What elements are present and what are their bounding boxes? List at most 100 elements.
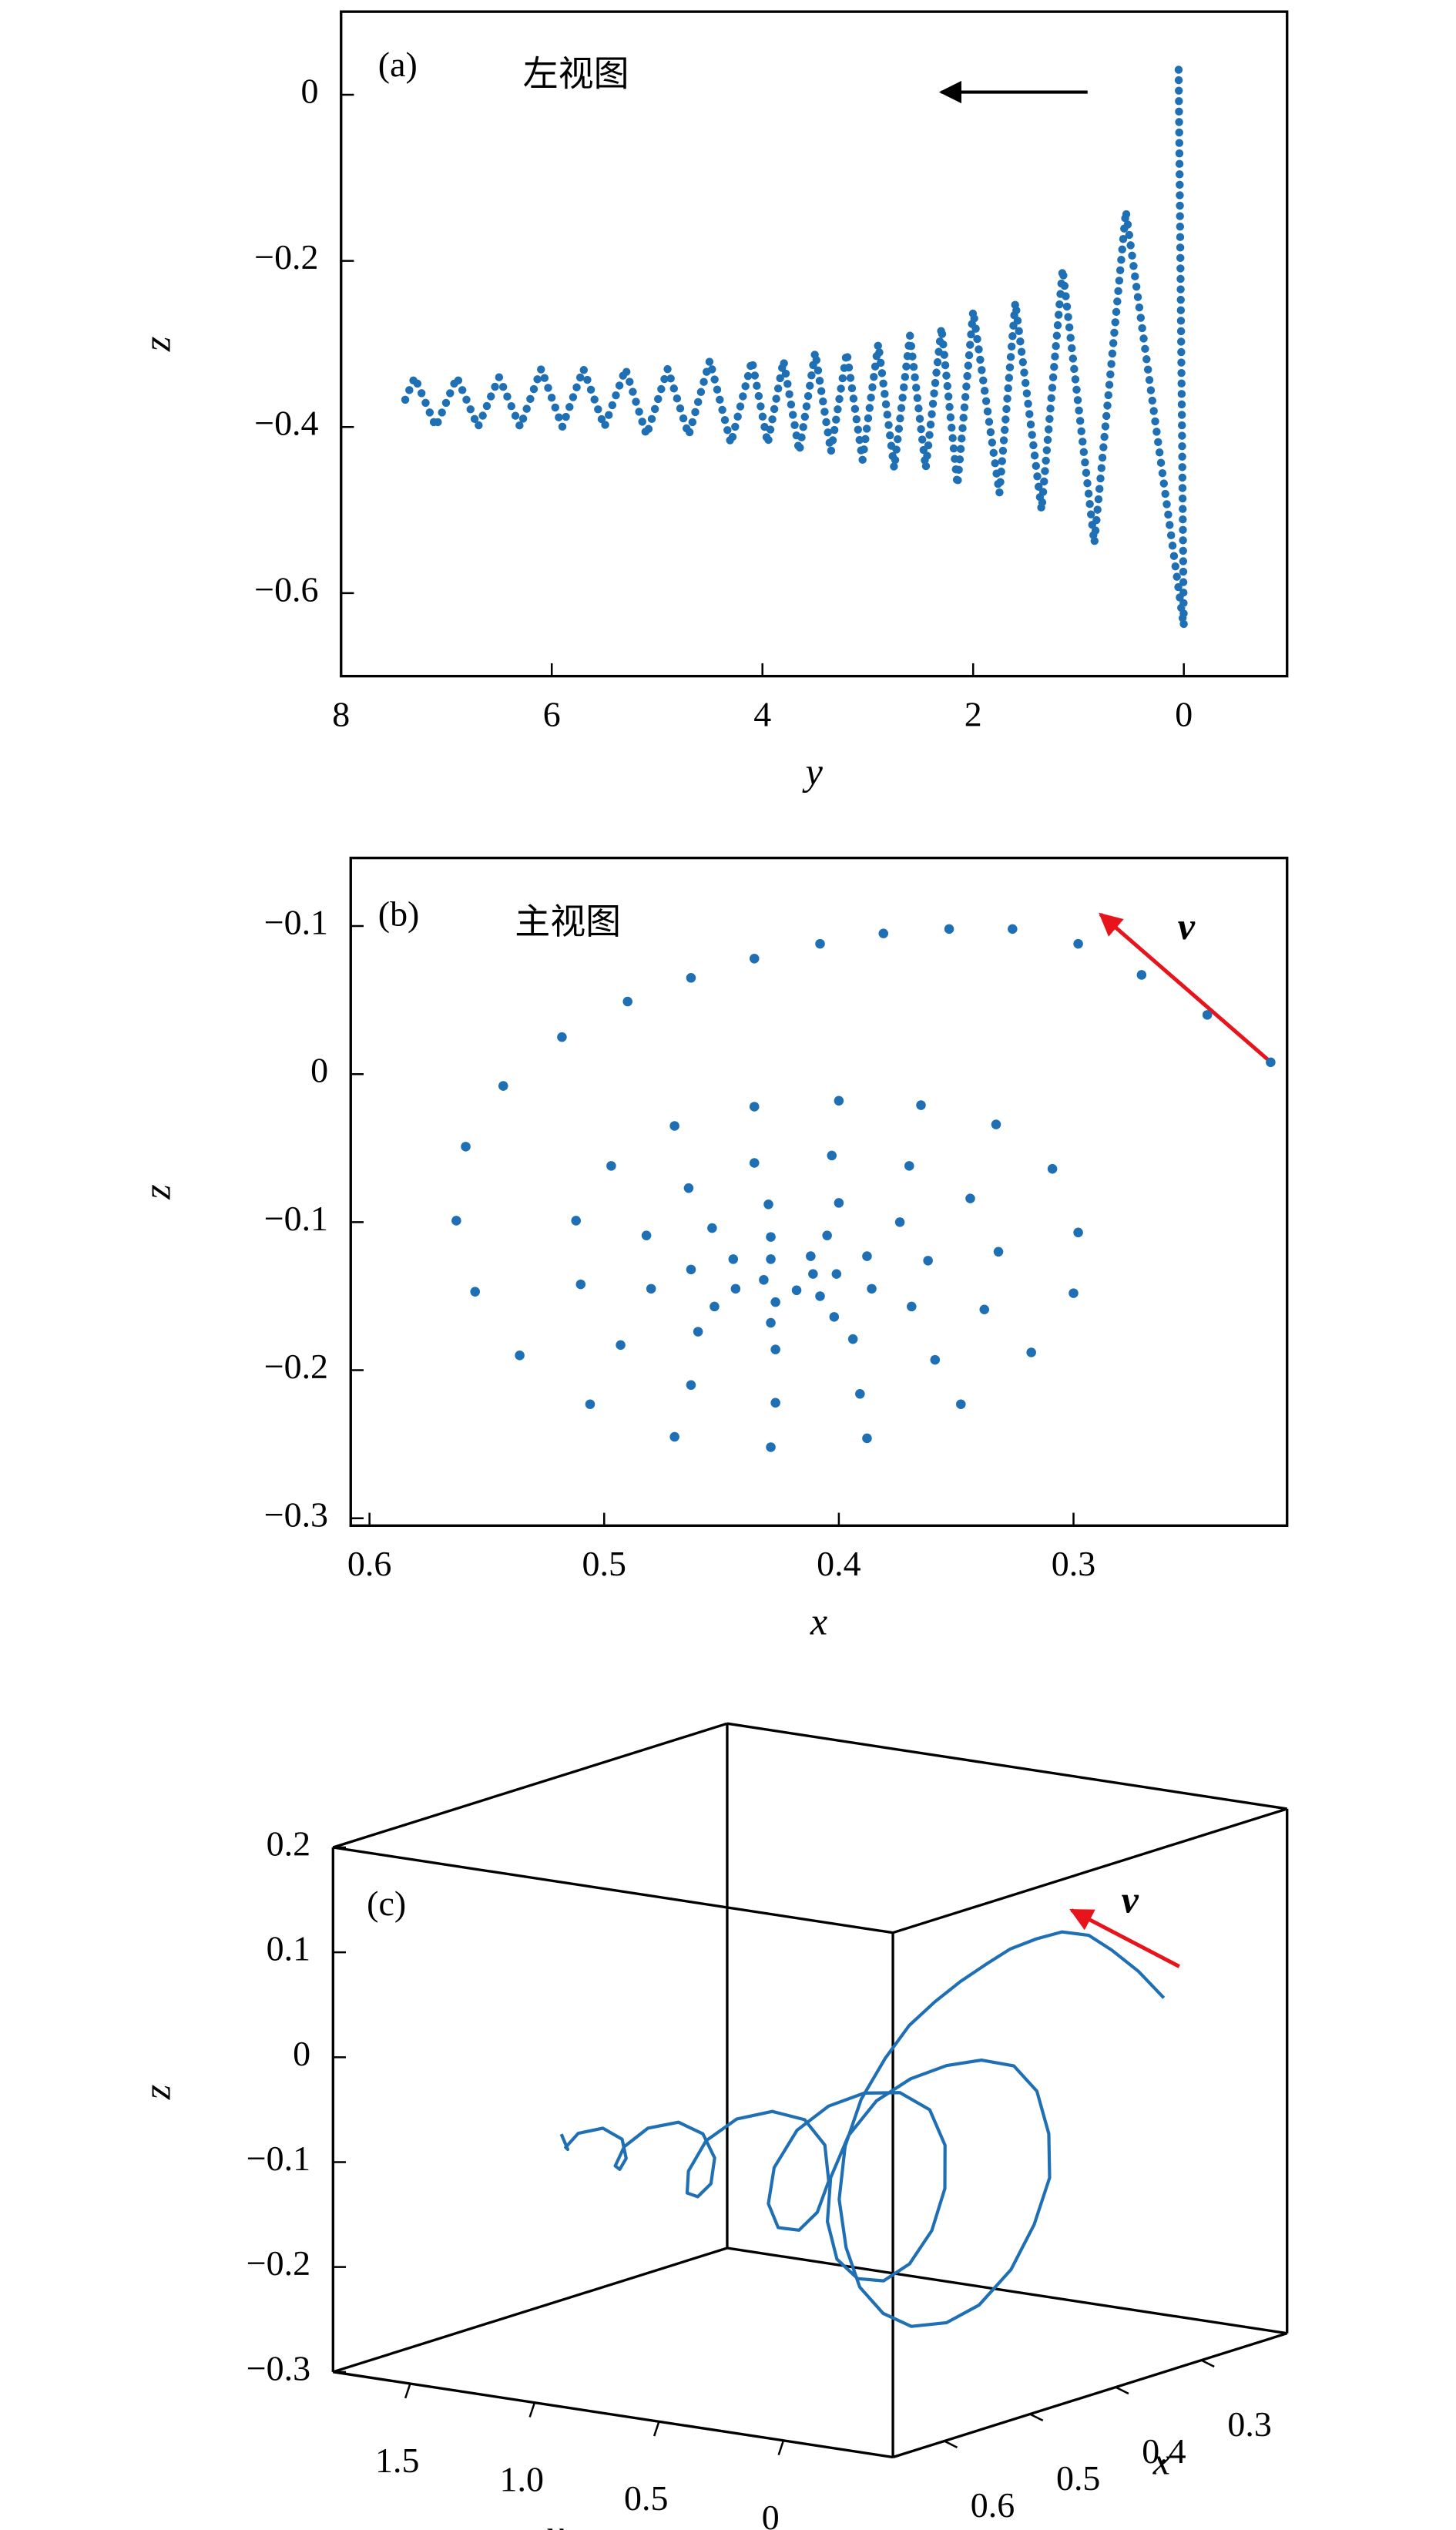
z-tick-label: 0.2: [267, 1824, 310, 1864]
point: [806, 1251, 816, 1261]
x-tick-label: 2: [965, 694, 982, 733]
box-edge: [726, 1722, 1287, 1810]
trajectory: [400, 65, 1188, 631]
y-tick-label: −0.4: [254, 404, 318, 443]
point: [907, 1301, 917, 1312]
point: [669, 1121, 679, 1131]
point: [766, 1254, 776, 1264]
point: [749, 1102, 760, 1112]
z-tick-label: −0.1: [247, 2139, 310, 2178]
point: [575, 1279, 586, 1290]
point: [622, 996, 632, 1007]
point: [759, 1275, 769, 1285]
point: [461, 1142, 471, 1152]
point: [916, 1100, 926, 1110]
point: [834, 1198, 844, 1208]
point: [669, 1431, 679, 1442]
plot-frame: [340, 10, 1289, 678]
box-edge: [332, 1722, 728, 1849]
point: [815, 1291, 825, 1301]
point: [770, 1344, 780, 1354]
point: [1047, 1163, 1058, 1174]
point: [815, 938, 825, 949]
point: [1008, 924, 1018, 934]
point: [606, 1161, 616, 1171]
y-tick: [653, 2421, 660, 2437]
y-axis-label: z: [135, 337, 178, 353]
x-axis-label: x: [1152, 2439, 1170, 2482]
point: [451, 1216, 461, 1226]
point: [822, 1230, 832, 1240]
x-tick-label: 0.3: [1052, 1544, 1095, 1583]
point: [515, 1351, 525, 1361]
point: [763, 1200, 773, 1210]
point: [923, 1256, 933, 1266]
x-tick-label: 0.6: [971, 2485, 1015, 2525]
y-axis-label: z: [135, 1184, 178, 1200]
y-tick-label: −0.1: [264, 903, 328, 942]
point: [498, 1081, 508, 1091]
point: [616, 1340, 626, 1351]
point: [829, 1312, 840, 1322]
x-tick: [1029, 2413, 1044, 2422]
point: [571, 1216, 581, 1226]
box-edge: [892, 2332, 1288, 2459]
y-tick-label: −0.3: [264, 1495, 328, 1534]
x-tick-label: 0.3: [1227, 2404, 1271, 2444]
point: [831, 1269, 842, 1279]
y-tick-label: 0.5: [624, 2478, 668, 2518]
point: [894, 1217, 905, 1227]
y-tick: [404, 2383, 411, 2399]
y-tick: [777, 2440, 785, 2456]
point: [585, 1399, 595, 1410]
x-tick: [1200, 2359, 1215, 2368]
point: [646, 1283, 656, 1294]
trajectory-3d: [559, 1930, 1166, 2328]
point: [862, 1251, 872, 1261]
x-tick-label: 0.6: [347, 1544, 391, 1583]
point: [979, 1304, 990, 1315]
annotation: (a): [378, 45, 418, 84]
point: [847, 1334, 858, 1344]
x-tick-label: 0.4: [817, 1544, 861, 1583]
point: [710, 1301, 720, 1312]
box-edge: [333, 2371, 894, 2459]
point: [686, 973, 696, 983]
annotation: 左视图: [523, 54, 629, 93]
y-tick-label: −0.2: [254, 237, 318, 277]
y-tick-label: 0: [762, 2498, 780, 2530]
point: [470, 1287, 480, 1297]
point: [1266, 1057, 1276, 1068]
y-tick-label: 0: [301, 71, 319, 110]
box-edge: [332, 2246, 728, 2374]
point: [766, 1442, 776, 1452]
point: [808, 1269, 818, 1279]
point: [749, 954, 760, 964]
annotation: v: [1122, 1878, 1139, 1921]
x-tick-label: 0.5: [1056, 2458, 1100, 2498]
point: [693, 1327, 703, 1337]
x-tick: [1115, 2386, 1129, 2395]
point: [867, 1283, 877, 1294]
x-tick-label: 0.4: [1142, 2431, 1186, 2471]
z-tick-label: −0.2: [247, 2243, 310, 2283]
point: [930, 1354, 941, 1365]
z-tick-label: 0: [293, 2034, 310, 2073]
z-tick-label: −0.3: [247, 2348, 310, 2387]
point: [686, 1380, 696, 1391]
box-edge: [726, 2246, 1287, 2335]
y-tick-label: −0.1: [264, 1199, 328, 1238]
point: [766, 1317, 776, 1328]
point: [878, 928, 889, 938]
y-axis-label: y: [542, 2512, 564, 2530]
point: [1026, 1347, 1036, 1357]
annotation: (c): [367, 1884, 406, 1923]
point: [834, 1096, 844, 1106]
box-edge: [333, 1846, 894, 1934]
point: [1073, 1227, 1083, 1238]
z-tick-label: 0.1: [267, 1929, 310, 1968]
point: [956, 1399, 966, 1410]
point: [557, 1032, 567, 1042]
x-tick-label: 6: [543, 694, 561, 733]
